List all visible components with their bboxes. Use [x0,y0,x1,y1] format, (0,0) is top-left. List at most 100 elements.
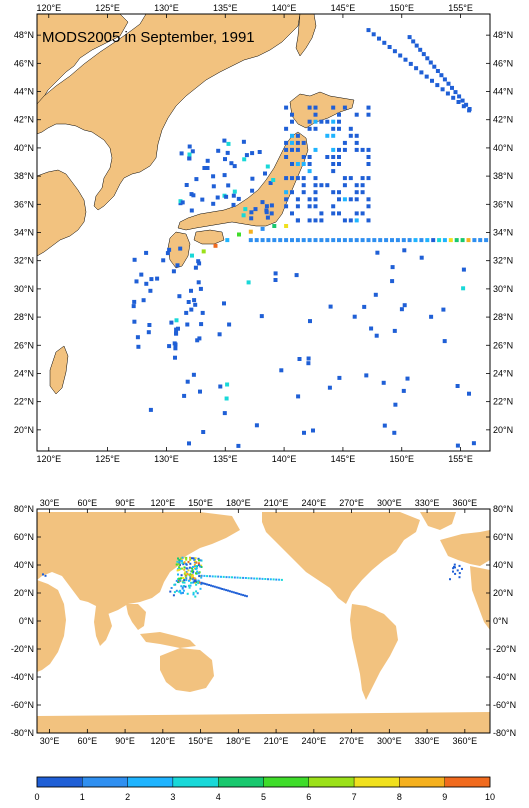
data-cell [236,196,241,201]
data-cell [170,587,173,589]
data-cell [325,155,330,159]
data-cell [313,197,318,202]
data-cell [471,441,476,446]
data-cell [188,586,191,589]
data-cell [452,570,454,573]
data-cell [411,39,416,44]
data-cell [230,590,233,593]
y-tick-label-right: 22°N [493,397,513,407]
data-cell [456,100,461,104]
world-y-tick-label-left: -80°N [11,728,34,738]
data-cell [196,259,201,264]
data-cell [440,87,445,92]
data-cell [362,304,367,309]
data-cell [301,162,306,166]
data-cell [197,582,200,585]
data-cell [231,193,236,198]
data-cell [435,69,440,73]
data-cell [374,333,379,338]
data-cell [290,162,294,166]
data-cell [280,578,283,581]
data-cell [390,238,394,243]
data-cell [148,288,153,293]
data-cell [360,211,365,216]
data-cell [269,211,274,216]
data-cell [139,272,144,277]
world-y-tick-label-left: -20°N [11,644,34,654]
colorbar-label: 10 [485,792,495,802]
data-cell [284,147,289,152]
y-tick-label-right: 34°N [493,228,513,238]
data-cell [313,176,318,181]
colorbar: 0 1 2 3 4 5 6 7 8 9 10 [34,776,495,802]
data-cell [401,388,406,393]
data-cell [454,572,457,575]
world-map-x-ticks-bottom: 30°E 60°E 90°E 120°E 150°E 180°E 210°E 240°E 270… [40,729,477,746]
data-cell [429,314,434,319]
world-x-tick-label-top: 270°E [339,498,364,508]
data-cell [348,133,353,138]
data-cell [366,162,371,166]
data-cell [278,578,281,581]
data-cell [173,355,177,360]
data-cell [453,565,455,568]
data-cell [342,147,347,152]
data-cell [144,281,149,286]
data-cell [182,577,185,579]
data-cell [264,578,267,580]
data-cell [461,267,466,272]
data-cell [187,152,192,157]
data-cell [183,568,186,571]
data-cell [178,577,181,580]
data-cell [248,229,253,234]
data-cell [354,197,359,202]
data-cell [193,561,196,564]
data-cell [225,576,228,579]
data-cell [390,279,395,284]
data-cell [342,105,347,110]
data-cell [249,216,254,221]
data-cell [382,40,387,45]
data-cell [248,238,253,243]
data-cell [393,402,398,407]
data-cell [428,60,433,65]
data-cell [183,579,186,582]
data-cell [424,74,429,79]
data-cell [217,586,220,589]
data-cell [182,585,185,587]
data-cell [183,566,186,569]
data-cell [464,102,469,107]
y-tick-label-left: 32°N [14,256,34,266]
data-cell [354,190,359,195]
data-cell [295,218,300,223]
data-cell [342,140,347,145]
data-cell [187,569,190,572]
south-america [350,604,398,700]
data-cell [254,238,259,243]
data-cell [319,211,324,216]
data-cell [211,575,214,578]
x-tick-label-bottom: 135°E [213,454,238,464]
data-cell [232,189,237,194]
data-cell [211,174,216,179]
data-cell [186,573,189,576]
data-cell [226,141,231,146]
data-cell [259,314,264,319]
world-y-tick-label-left: -60°N [11,700,34,710]
data-cell [197,564,200,567]
colorbar-frame [36,776,491,788]
data-cell [373,292,378,297]
data-cell [325,238,330,243]
data-cell [319,218,324,223]
data-cell [249,210,254,215]
data-cell [284,176,289,181]
world-x-tick-label-bottom: 300°E [377,736,402,746]
data-cell [331,147,336,152]
data-cell [181,586,184,589]
x-tick-label-bottom: 120°E [36,454,61,464]
data-cell [421,52,426,57]
data-cell [185,577,188,580]
data-cell [451,95,456,100]
data-cell [337,119,341,124]
data-cell [313,105,318,110]
